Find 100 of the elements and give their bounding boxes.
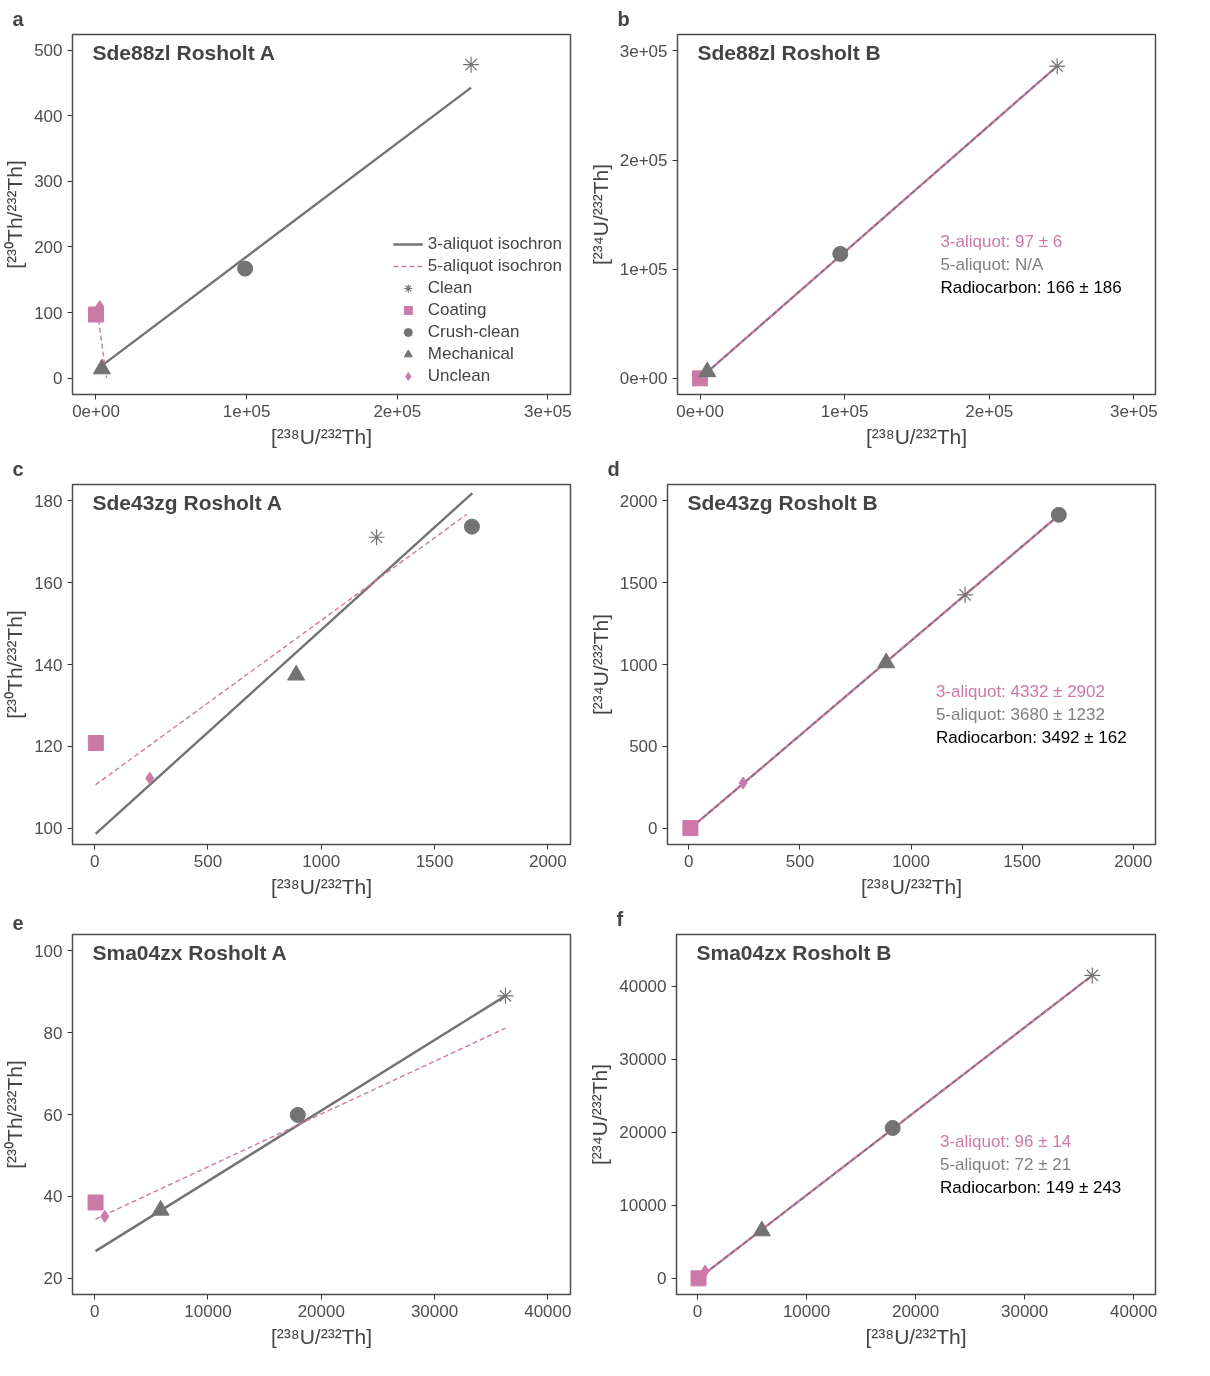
- point: [462, 56, 480, 74]
- point: [738, 776, 748, 790]
- y-tick-label: 2000: [619, 491, 658, 511]
- y-tick-label: 20000: [619, 1123, 667, 1143]
- annotation: Radiocarbon: 3492 ± 162: [935, 728, 1127, 748]
- point: [884, 1119, 901, 1136]
- x-tick-label: 1e+05: [820, 401, 869, 421]
- chart-title: Sde88zl Rosholt A: [92, 40, 275, 64]
- y-tick-label: 500: [629, 737, 658, 757]
- x-axis-title: [²³⁸U/²³²Th]: [271, 874, 373, 898]
- x-tick-label: 1500: [415, 851, 454, 871]
- y-tick-label: 0: [657, 1269, 667, 1289]
- x-tick-label: 3e+05: [524, 401, 572, 421]
- point: [145, 771, 155, 785]
- x-tick-label: 0e+00: [676, 401, 724, 421]
- x-axis-title: [²³⁸U/²³²Th]: [861, 874, 963, 898]
- y-axis-title: [²³⁰Th/²³²Th]: [3, 1060, 27, 1169]
- point: [100, 1209, 110, 1223]
- legend-label: Crush-clean: [427, 322, 520, 342]
- y-tick-label: 1e+05: [619, 260, 668, 280]
- y-axis-title: [²³⁴U/²³²Th]: [588, 613, 612, 716]
- annotation: 5-aliquot: 72 ± 21: [939, 1154, 1072, 1174]
- x-tick-label: 20000: [891, 1301, 940, 1321]
- annotation: 5-aliquot: 3680 ± 1232: [935, 704, 1105, 724]
- y-tick-label: 500: [34, 41, 63, 61]
- x-tick-label: 500: [785, 851, 815, 871]
- x-axis-title: [²³⁸U/²³²Th]: [865, 1324, 967, 1348]
- y-tick-label: 1000: [619, 655, 658, 675]
- point: [289, 1106, 306, 1123]
- x-tick-label: 2e+05: [373, 401, 422, 421]
- y-tick-label: 1500: [619, 573, 658, 593]
- chart-title: Sde43zg Rosholt A: [92, 490, 282, 514]
- x-tick-label: 10000: [782, 1301, 831, 1321]
- chart-title: Sde43zg Rosholt B: [687, 490, 878, 514]
- x-tick-label: 0: [89, 1301, 100, 1321]
- point: [690, 1270, 707, 1287]
- x-axis-title: [²³⁸U/²³²Th]: [271, 1324, 373, 1348]
- point: [237, 260, 254, 277]
- text: c: [12, 457, 24, 480]
- y-axis-title: [²³⁰Th/²³²Th]: [3, 160, 27, 269]
- y-tick-label: 80: [43, 1023, 63, 1043]
- legend-label: Mechanical: [427, 344, 514, 364]
- text: b: [617, 7, 630, 30]
- annotation: Radiocarbon: 166 ± 186: [940, 278, 1122, 298]
- x-tick-label: 2000: [1114, 851, 1153, 871]
- point: [1048, 57, 1066, 75]
- y-tick-label: 200: [34, 237, 63, 257]
- annotation: 5-aliquot: N/A: [940, 254, 1045, 274]
- x-tick-label: 40000: [1110, 1301, 1158, 1321]
- y-tick-label: 100: [34, 819, 63, 839]
- x-axis-title: [²³⁸U/²³²Th]: [271, 424, 373, 448]
- annotation: Radiocarbon: 149 ± 243: [939, 1178, 1122, 1198]
- y-tick-label: 100: [34, 303, 63, 323]
- point: [682, 820, 699, 837]
- x-tick-label: 3e+05: [1109, 401, 1158, 421]
- x-tick-label: 20000: [297, 1301, 345, 1321]
- point: [832, 245, 849, 262]
- x-tick-label: 30000: [1001, 1301, 1049, 1321]
- y-axis-title: [²³⁰Th/²³²Th]: [3, 610, 27, 719]
- chart-title: Sma04zx Rosholt B: [696, 940, 892, 964]
- annotation: 3-aliquot: 96 ± 14: [939, 1131, 1072, 1151]
- annotation: 3-aliquot: 97 ± 6: [940, 231, 1063, 251]
- y-tick-label: 300: [34, 172, 63, 192]
- y-tick-label: 2e+05: [619, 151, 668, 171]
- point: [1083, 966, 1101, 984]
- point: [956, 586, 974, 604]
- point: [87, 735, 104, 752]
- point: [87, 1194, 104, 1211]
- y-tick-label: 60: [43, 1105, 63, 1125]
- x-tick-label: 10000: [184, 1301, 232, 1321]
- y-axis-title: [²³⁴U/²³²Th]: [588, 1063, 612, 1166]
- x-tick-label: 1e+05: [222, 401, 271, 421]
- x-tick-label: 1000: [302, 851, 341, 871]
- legend-label: Coating: [427, 300, 487, 320]
- point: [700, 1264, 710, 1278]
- y-tick-label: 140: [34, 655, 63, 675]
- chart-title: Sde88zl Rosholt B: [697, 40, 881, 64]
- point: [496, 987, 515, 1005]
- point: [463, 518, 480, 535]
- y-tick-label: 10000: [619, 1196, 667, 1216]
- y-tick-label: 0: [53, 369, 63, 389]
- point: [367, 528, 386, 546]
- y-tick-label: 0: [648, 819, 658, 839]
- y-tick-label: 40: [43, 1187, 63, 1207]
- x-tick-label: 0: [692, 1301, 703, 1321]
- point: [698, 361, 717, 378]
- x-tick-label: 2000: [528, 851, 567, 871]
- y-tick-label: 3e+05: [619, 41, 668, 61]
- x-tick-label: 0: [684, 851, 694, 871]
- text: e: [12, 911, 24, 934]
- legend-label: 3-aliquot isochron: [427, 234, 562, 254]
- y-tick-label: 30000: [619, 1050, 667, 1070]
- chart-title: Sma04zx Rosholt A: [92, 940, 287, 964]
- y-tick-label: 20: [43, 1269, 63, 1289]
- y-tick-label: 100: [34, 941, 63, 961]
- x-tick-label: 40000: [524, 1301, 572, 1321]
- text: a: [12, 7, 25, 30]
- y-tick-label: 40000: [619, 977, 667, 997]
- x-tick-label: 0e+00: [72, 401, 120, 421]
- y-tick-label: 180: [34, 491, 63, 511]
